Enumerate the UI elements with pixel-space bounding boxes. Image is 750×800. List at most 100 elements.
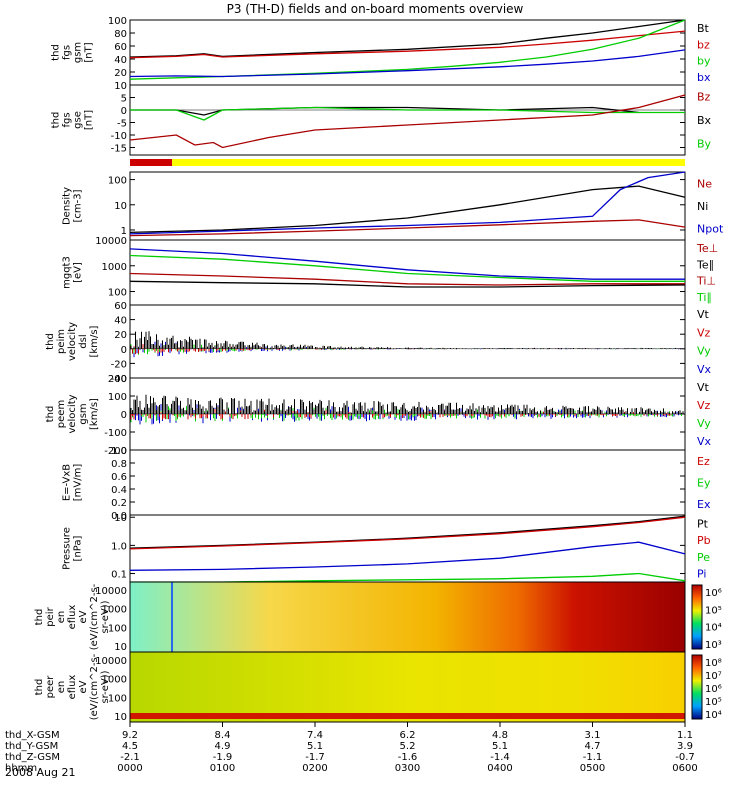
x-row-value: -1.9	[213, 752, 233, 763]
y-axis-label: E=-VxB	[62, 464, 73, 501]
y-axis-label: thd	[34, 679, 45, 696]
y-axis-label: gsm	[78, 403, 89, 424]
legend-entry: Ti∥	[696, 291, 712, 304]
x-row-value: -0.7	[675, 752, 695, 763]
panel-7: 1.0 0.8 0.6 0.4 0.2 0.0 E=-VxB [mV/m] Ez Ey Ex	[62, 446, 711, 522]
legend-entry: By	[697, 137, 712, 150]
series-line-Ti∥	[129, 254, 685, 282]
colorbar-label: 10⁵	[705, 605, 722, 616]
colorbar-label: 10⁵	[705, 697, 722, 708]
status-bar-red	[130, 159, 172, 166]
legend-entry: Vx	[697, 435, 712, 448]
legend-entry: Vx	[697, 363, 712, 376]
legend-entry: Pt	[697, 517, 709, 530]
panel-4: 10000 1000 100 mgqt3 [eV] Te⊥ Te∥ Ti⊥ Ti∥	[62, 236, 718, 306]
x-row-label: thd_Z-GSM	[5, 752, 60, 763]
y-axis-label: [nPa]	[73, 535, 84, 561]
series-line-Ne	[129, 219, 686, 237]
y-tick-label: 0.1	[111, 570, 127, 581]
legend-entry: Npot	[697, 223, 724, 236]
y-axis-label: eV	[78, 680, 89, 693]
x-row-value: 6.2	[400, 730, 416, 741]
spectrogram-2	[130, 652, 685, 722]
y-axis-label: (eV/(cm^2-s-	[89, 653, 100, 720]
legend-entry: Vt	[697, 308, 710, 321]
colorbar-label: 10⁷	[705, 671, 722, 682]
legend-entry: Vt	[697, 381, 710, 394]
y-tick-label: 10	[114, 513, 127, 524]
panel-frame	[129, 84, 686, 156]
y-axis-label: eV	[78, 610, 89, 623]
velocity-noise-black	[130, 331, 684, 349]
legend-entry: Vz	[697, 326, 711, 339]
y-tick-label: 100	[108, 623, 127, 634]
y-tick-label: 10	[114, 201, 127, 212]
x-row-value: 4.5	[122, 741, 138, 752]
y-tick-label: 100	[108, 693, 127, 704]
panel-1: 100 80 60 40 20 thd fgs gsm [nT] Bt bz by bx	[51, 16, 711, 86]
series-line-Bt	[129, 19, 686, 58]
panel-frame	[129, 239, 686, 306]
panel-2: 10 50 -5-10 -15 thd fgs gse [nT] Bz Bx By	[51, 81, 712, 156]
legend-entry: Ne	[697, 177, 712, 190]
y-axis-label: thd	[45, 406, 56, 423]
legend-entry: Vy	[697, 417, 711, 430]
colorbar-label: 10³	[705, 640, 722, 651]
x-row-value: 7.4	[307, 730, 323, 741]
y-tick-label: 100	[108, 176, 127, 187]
x-row-value: -1.6	[398, 752, 418, 763]
series-line-Npot	[129, 171, 686, 235]
y-axis-label: gsm	[73, 42, 84, 63]
x-row-value: 0600	[672, 763, 697, 774]
panel-frame	[129, 304, 686, 379]
y-axis-label: [cm-3]	[73, 189, 84, 222]
y-axis-label: eflux	[67, 605, 78, 630]
y-tick-label: -5	[117, 119, 127, 130]
y-axis-label: velocity	[67, 322, 78, 361]
y-axis-label: [nT]	[84, 42, 95, 62]
x-row-value: 0100	[210, 763, 235, 774]
y-axis-label: thd	[51, 112, 62, 129]
series-line-Pt	[129, 515, 686, 549]
legend-entry: bx	[697, 71, 711, 84]
x-axis-labels: thd_X-GSM 9.2 8.4 7.4 6.2 4.8 3.1 1.1 thd_Y-GSM 4…	[5, 722, 698, 774]
panel-frame	[129, 449, 686, 516]
y-tick-label: 60	[114, 301, 127, 312]
y-tick-label: 10	[114, 642, 127, 653]
y-axis-label: gse	[73, 111, 84, 129]
legend-entry: Pb	[697, 534, 711, 547]
y-tick-label: 60	[114, 42, 127, 53]
y-axis-label: eflux	[67, 675, 78, 700]
x-row-label: thd_X-GSM	[5, 730, 60, 741]
series-line-By	[130, 106, 685, 121]
y-tick-label: 10000	[95, 236, 127, 247]
series-line-bx	[129, 49, 686, 78]
y-tick-label: 1.0	[111, 541, 127, 552]
x-row-value: 8.4	[215, 730, 231, 741]
series-line-Ni	[129, 185, 686, 234]
x-row-value: 0500	[580, 763, 605, 774]
series-line-Bz	[129, 94, 686, 149]
y-axis-label: [mV/m]	[73, 464, 84, 502]
x-row-value: -1.7	[305, 752, 325, 763]
velocity-noise-black	[130, 394, 684, 414]
y-axis-label: peim	[56, 329, 67, 354]
series-line-Pb	[129, 516, 686, 550]
y-axis-label: sr-eV))	[100, 600, 111, 633]
x-row-label: hhmm	[5, 763, 37, 774]
x-row-value: 4.8	[492, 730, 508, 741]
y-tick-label: 100	[108, 392, 127, 403]
panel-8: 10 1.0 0.1 Pressure [nPa] Pt Pb Pe Pi	[62, 513, 711, 583]
y-tick-label: 20	[114, 68, 127, 79]
panel-3: 100 10 1 Density [cm-3] Ne Ni Npot	[62, 171, 724, 241]
y-tick-label: 20	[114, 330, 127, 341]
x-row-value: 0200	[302, 763, 327, 774]
legend-entry: Bx	[697, 114, 712, 127]
legend-entry: Ni	[697, 200, 708, 213]
x-row-value: -2.1	[120, 752, 140, 763]
y-tick-label: 1.0	[111, 446, 127, 457]
x-row-value: 1.1	[677, 730, 693, 741]
y-tick-label: 100	[108, 16, 127, 27]
y-axis-label: [eV]	[73, 262, 84, 283]
